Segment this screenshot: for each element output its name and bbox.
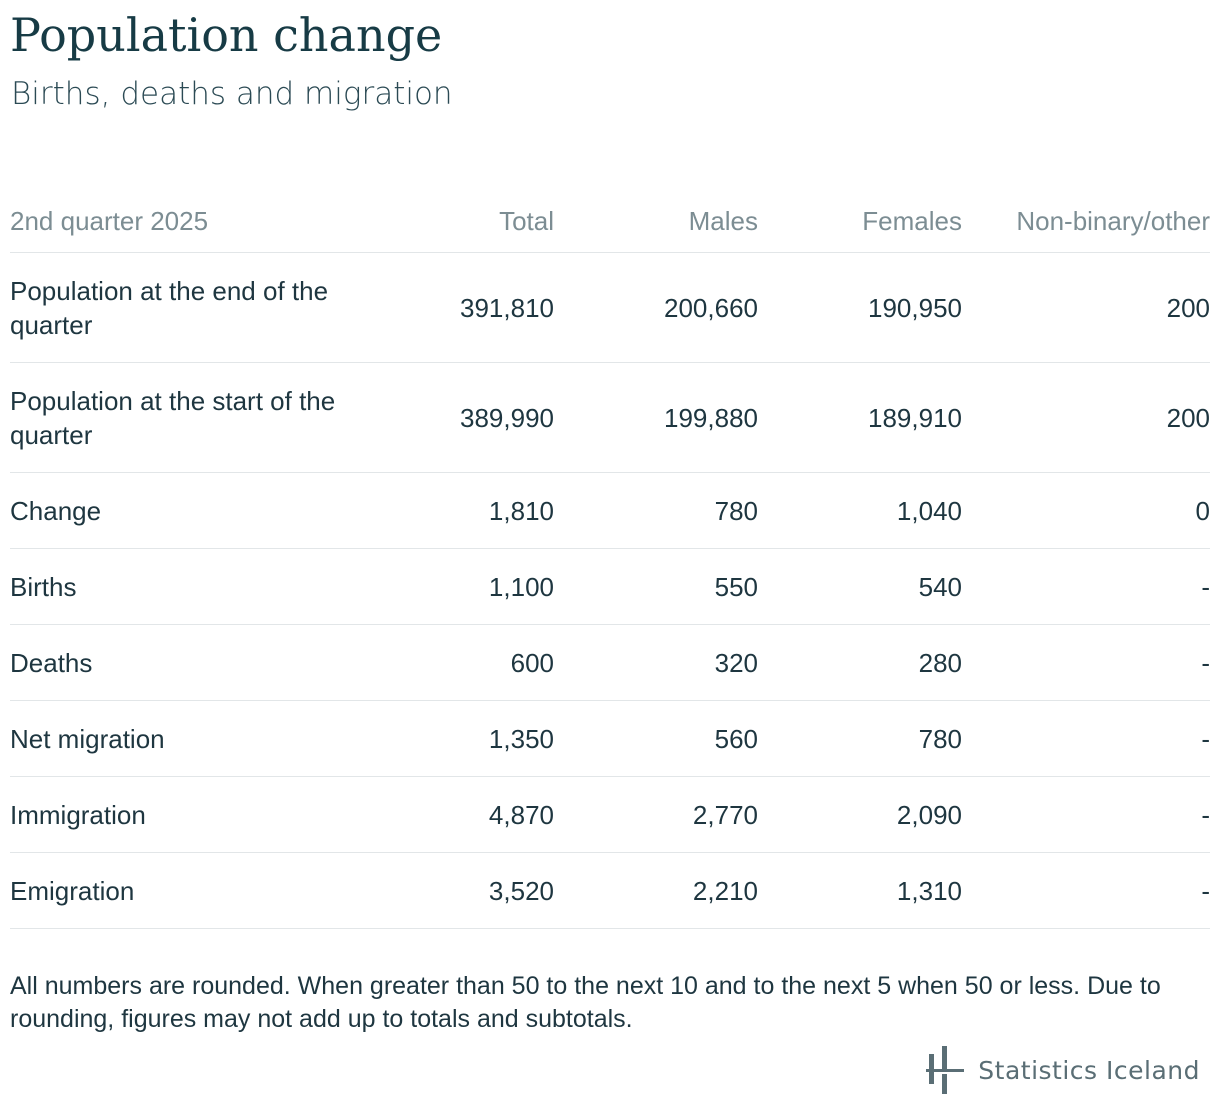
- cell-females: 780: [758, 700, 962, 777]
- table-row: Immigration 4,870 2,770 2,090 -: [10, 776, 1210, 853]
- cell-females: 190,950: [758, 252, 962, 363]
- cell-nonbinary: -: [962, 852, 1210, 929]
- cell-males: 2,210: [554, 852, 758, 929]
- logo-text: Statistics Iceland: [978, 1055, 1200, 1085]
- cell-nonbinary: -: [962, 548, 1210, 625]
- cell-males: 200,660: [554, 252, 758, 363]
- cell-females: 2,090: [758, 776, 962, 853]
- cell-total: 1,810: [350, 472, 554, 549]
- statistics-iceland-logo-icon: [926, 1044, 966, 1096]
- row-label: Emigration: [10, 852, 350, 929]
- statistics-iceland-logo[interactable]: Statistics Iceland: [926, 1044, 1200, 1096]
- cell-males: 550: [554, 548, 758, 625]
- footnote: All numbers are rounded. When greater th…: [10, 972, 1161, 1033]
- column-header-period: 2nd quarter 2025: [10, 166, 350, 253]
- cell-total: 3,520: [350, 852, 554, 929]
- cell-males: 320: [554, 624, 758, 701]
- chart-title: Population change: [10, 8, 443, 62]
- cell-nonbinary: 200: [962, 362, 1210, 473]
- table-row: Population at the end of the quarter 391…: [10, 252, 1210, 363]
- table-row: Births 1,100 550 540 -: [10, 548, 1210, 625]
- cell-total: 4,870: [350, 776, 554, 853]
- table-row: Deaths 600 320 280 -: [10, 624, 1210, 701]
- row-label: Change: [10, 472, 350, 549]
- cell-females: 1,040: [758, 472, 962, 549]
- cell-total: 391,810: [350, 252, 554, 363]
- cell-males: 199,880: [554, 362, 758, 473]
- cell-total: 1,350: [350, 700, 554, 777]
- row-label: Births: [10, 548, 350, 625]
- cell-nonbinary: 0: [962, 472, 1210, 549]
- row-label: Net migration: [10, 700, 350, 777]
- row-label: Deaths: [10, 624, 350, 701]
- population-change-table: 2nd quarter 2025 Total Males Females Non…: [10, 166, 1210, 929]
- cell-males: 780: [554, 472, 758, 549]
- column-header-total: Total: [350, 166, 554, 253]
- cell-males: 560: [554, 700, 758, 777]
- cell-nonbinary: -: [962, 624, 1210, 701]
- cell-nonbinary: -: [962, 776, 1210, 853]
- row-label: Population at the start of the quarter: [10, 362, 350, 473]
- table-row: Emigration 3,520 2,210 1,310 -: [10, 852, 1210, 929]
- cell-females: 540: [758, 548, 962, 625]
- cell-females: 189,910: [758, 362, 962, 473]
- chart-subtitle: Births, deaths and migration: [11, 76, 453, 112]
- table-header-row: 2nd quarter 2025 Total Males Females Non…: [10, 166, 1210, 253]
- cell-males: 2,770: [554, 776, 758, 853]
- cell-nonbinary: -: [962, 700, 1210, 777]
- cell-total: 389,990: [350, 362, 554, 473]
- column-header-females: Females: [758, 166, 962, 253]
- table-row: Change 1,810 780 1,040 0: [10, 472, 1210, 549]
- cell-nonbinary: 200: [962, 252, 1210, 363]
- cell-females: 1,310: [758, 852, 962, 929]
- cell-females: 280: [758, 624, 962, 701]
- column-header-males: Males: [554, 166, 758, 253]
- table-row: Population at the start of the quarter 3…: [10, 362, 1210, 473]
- column-header-nonbinary: Non-binary/other: [962, 166, 1210, 253]
- row-label: Population at the end of the quarter: [10, 252, 350, 363]
- cell-total: 600: [350, 624, 554, 701]
- table-row: Net migration 1,350 560 780 -: [10, 700, 1210, 777]
- row-label: Immigration: [10, 776, 350, 853]
- cell-total: 1,100: [350, 548, 554, 625]
